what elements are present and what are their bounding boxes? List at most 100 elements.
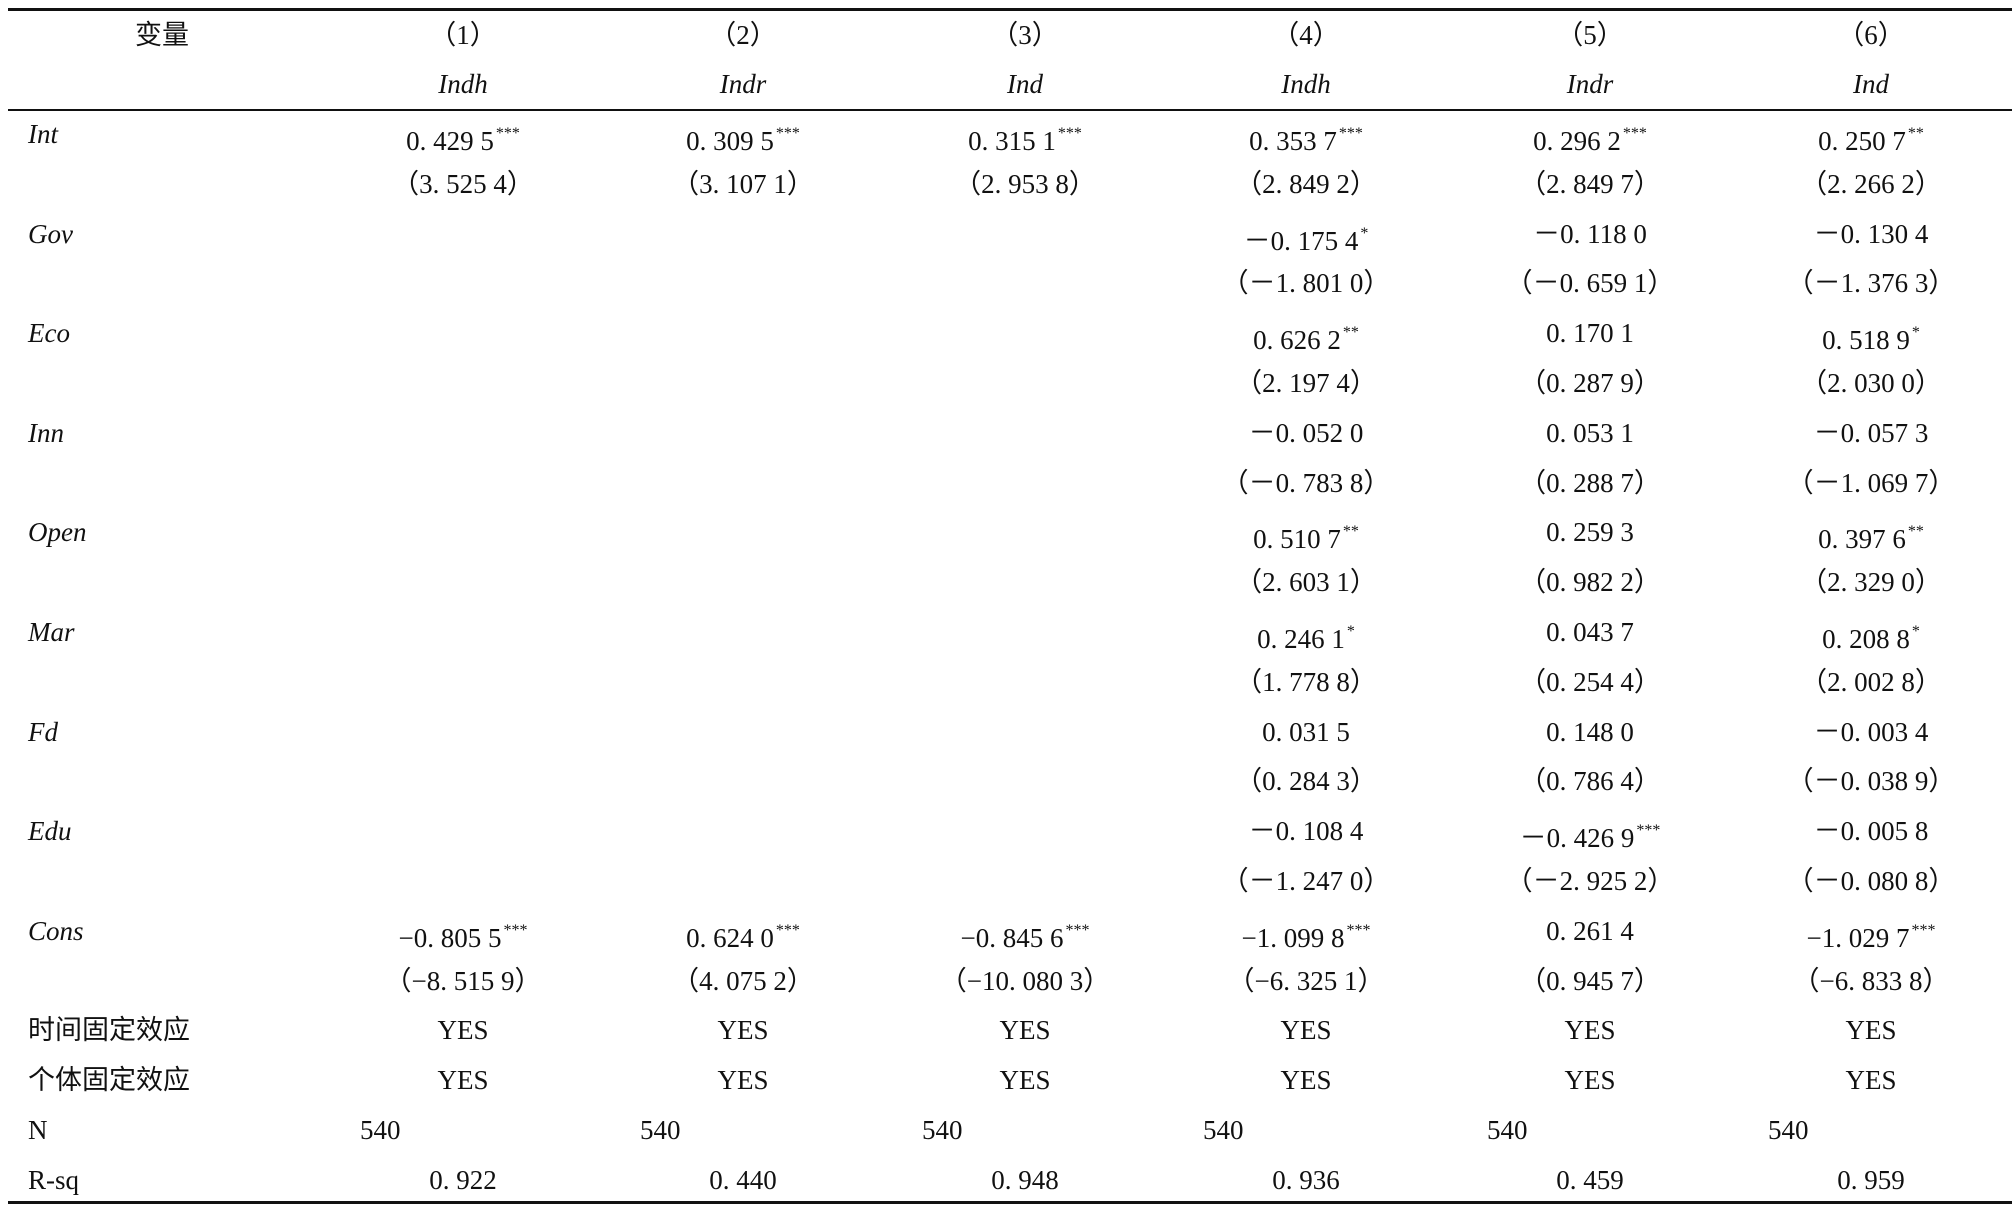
significance: *** xyxy=(775,921,800,939)
coefficient-value: 0. 053 1 xyxy=(1546,417,1634,448)
coefficient: 0. 208 8 * xyxy=(1822,615,1920,656)
cell: 0. 936 xyxy=(1272,1164,1340,1195)
coefficient: 0. 510 7 ** xyxy=(1253,515,1359,556)
t-statistic: （2. 953 8） xyxy=(954,168,1096,199)
cell: 0. 459 xyxy=(1556,1164,1624,1195)
t-statistic: （－0. 783 8） xyxy=(1221,467,1391,498)
t-statistic: （4. 075 2） xyxy=(672,965,814,996)
coefficient: 0. 043 7 xyxy=(1546,615,1634,649)
cell: YES xyxy=(437,1065,489,1096)
cell: YES xyxy=(1564,1015,1616,1046)
row-label: 个体固定效应 xyxy=(28,1065,190,1096)
coefficient-value: 0. 309 5 xyxy=(686,126,774,156)
t-statistic: （0. 254 4） xyxy=(1519,666,1661,697)
column-dependent: Indr xyxy=(719,69,767,99)
cell: 540 xyxy=(1487,1115,1528,1145)
cell: YES xyxy=(717,1065,769,1096)
t-statistic: （－0. 659 1） xyxy=(1505,268,1675,299)
column-number: （5） xyxy=(1556,20,1624,50)
cell: YES xyxy=(437,1015,489,1046)
coefficient-value: 0. 031 5 xyxy=(1262,716,1350,747)
significance: *** xyxy=(1065,921,1090,939)
coefficient: －0. 118 0 xyxy=(1533,217,1647,251)
coefficient-value: 0. 296 2 xyxy=(1533,126,1621,156)
significance: *** xyxy=(1636,822,1661,840)
t-statistic: （0. 982 2） xyxy=(1519,567,1661,598)
coefficient: 0. 261 4 xyxy=(1546,914,1634,948)
row-label: 时间固定效应 xyxy=(28,1015,190,1046)
t-statistic: （0. 284 3） xyxy=(1235,766,1377,797)
bottom-rule xyxy=(8,1201,2012,1204)
coefficient: −1. 029 7 *** xyxy=(1807,914,1936,955)
variable-name: Inn xyxy=(28,417,64,448)
t-statistic: （1. 778 8） xyxy=(1235,666,1377,697)
t-statistic: （−6. 833 8） xyxy=(1792,965,1950,996)
column-dependent: Ind xyxy=(1007,69,1043,99)
coefficient-value: 0. 315 1 xyxy=(968,126,1056,156)
t-statistic: （2. 329 0） xyxy=(1800,567,1942,598)
top-rule xyxy=(8,8,2012,11)
significance: * xyxy=(1911,324,1920,342)
significance: *** xyxy=(1346,921,1371,939)
variable-name: Open xyxy=(28,517,87,548)
coefficient: 0. 148 0 xyxy=(1546,715,1634,749)
coefficient-value: －0. 057 3 xyxy=(1813,417,1929,448)
coefficient: 0. 353 7 *** xyxy=(1249,117,1363,158)
t-statistic: （2. 030 0） xyxy=(1800,368,1942,398)
coefficient-value: －0. 108 4 xyxy=(1248,816,1364,847)
coefficient: 0. 250 7 ** xyxy=(1818,117,1924,158)
t-statistic: （−10. 080 3） xyxy=(939,965,1111,996)
significance: *** xyxy=(775,125,800,142)
coefficient-value: 0. 208 8 xyxy=(1822,624,1910,654)
coefficient-value: 0. 626 2 xyxy=(1253,325,1341,356)
row-label: R-sq xyxy=(28,1164,80,1195)
significance: *** xyxy=(1057,125,1082,142)
coefficient: －0. 175 4 * xyxy=(1244,217,1369,258)
coefficient-value: −1. 029 7 xyxy=(1806,922,1910,953)
t-statistic: （−6. 325 1） xyxy=(1227,965,1385,996)
variable-name: Mar xyxy=(28,617,75,647)
coefficient-value: 0. 259 3 xyxy=(1546,517,1634,548)
coefficient-value: 0. 624 0 xyxy=(686,922,774,953)
column-number: （3） xyxy=(991,20,1059,50)
t-statistic: （0. 287 9） xyxy=(1519,368,1661,398)
coefficient-value: －0. 118 0 xyxy=(1533,218,1647,249)
t-statistic: （−8. 515 9） xyxy=(384,965,542,996)
coefficient-value: −0. 805 5 xyxy=(398,922,502,953)
t-statistic: （0. 945 7） xyxy=(1519,965,1661,996)
cell: 0. 440 xyxy=(709,1164,777,1195)
t-statistic: （－1. 069 7） xyxy=(1786,467,1956,498)
cell: 540 xyxy=(360,1115,401,1145)
cell: YES xyxy=(1845,1065,1897,1096)
coefficient: 0. 296 2 *** xyxy=(1533,117,1647,158)
coefficient-value: 0. 043 7 xyxy=(1546,617,1634,647)
coefficient-value: 0. 510 7 xyxy=(1253,524,1341,555)
significance: *** xyxy=(495,125,520,142)
significance: ** xyxy=(1907,523,1924,541)
t-statistic: （3. 107 1） xyxy=(672,168,814,199)
coefficient-value: −0. 845 6 xyxy=(960,922,1064,953)
coefficient: −1. 099 8 *** xyxy=(1242,914,1371,955)
coefficient: 0. 053 1 xyxy=(1546,416,1634,450)
significance: * xyxy=(1911,623,1920,640)
significance: * xyxy=(1346,623,1355,640)
t-statistic: （2. 002 8） xyxy=(1800,666,1942,697)
cell: 540 xyxy=(1203,1115,1244,1145)
significance: *** xyxy=(1622,125,1647,142)
cell: YES xyxy=(1280,1015,1332,1046)
coefficient: 0. 309 5 *** xyxy=(686,117,800,158)
coefficient: 0. 518 9 * xyxy=(1822,316,1920,357)
cell: 0. 948 xyxy=(991,1164,1059,1195)
coefficient: 0. 259 3 xyxy=(1546,515,1634,549)
header-label: 变量 xyxy=(135,20,189,50)
t-statistic: （0. 786 4） xyxy=(1519,766,1661,797)
coefficient: 0. 315 1 *** xyxy=(968,117,1082,158)
cell: YES xyxy=(999,1065,1051,1096)
coefficient-value: －0. 130 4 xyxy=(1813,218,1929,249)
cell: 0. 922 xyxy=(429,1164,497,1195)
column-number: （6） xyxy=(1837,20,1905,50)
t-statistic: （2. 197 4） xyxy=(1235,368,1377,398)
cell: YES xyxy=(1845,1015,1897,1046)
coefficient-value: 0. 261 4 xyxy=(1546,915,1634,946)
